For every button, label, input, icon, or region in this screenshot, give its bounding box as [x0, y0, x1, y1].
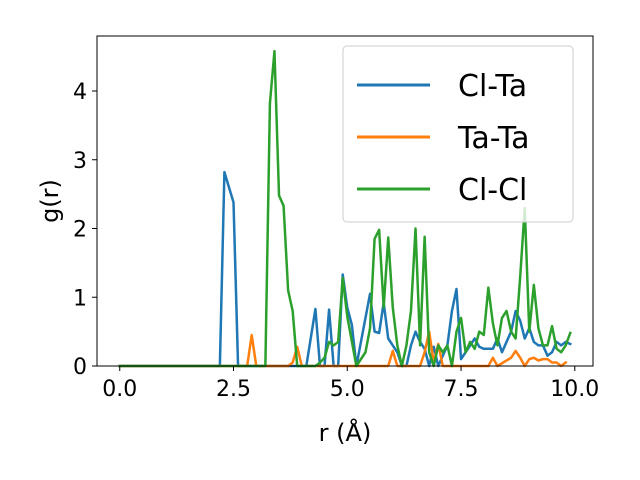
x-tick-label: 2.5 [216, 377, 251, 402]
y-tick-label: 4 [73, 80, 87, 105]
legend-label: Cl-Cl [458, 173, 527, 208]
y-tick-label: 2 [73, 218, 87, 243]
y-tick-label: 0 [73, 355, 87, 380]
y-axis-label: g(r) [36, 179, 64, 223]
series-line-cl-cl [118, 49, 572, 368]
y-tick-label: 3 [73, 149, 87, 174]
x-tick-label: 5.0 [330, 377, 365, 402]
x-tick-label: 7.5 [444, 377, 479, 402]
y-tick-label: 1 [73, 286, 87, 311]
plot-frame [96, 35, 594, 367]
legend: Cl-Ta Ta-Ta Cl-Cl [342, 45, 574, 223]
legend-label: Cl-Ta [458, 69, 527, 104]
x-tick-label: 10.0 [550, 377, 599, 402]
legend-label: Ta-Ta [457, 121, 530, 156]
x-axis: 0.0 2.5 5.0 7.5 10.0 [102, 366, 599, 402]
x-tick-label: 0.0 [102, 377, 137, 402]
x-axis-label: r (Å) [319, 418, 372, 447]
legend-box [342, 45, 574, 223]
y-axis: 0 1 2 3 4 [73, 80, 97, 380]
